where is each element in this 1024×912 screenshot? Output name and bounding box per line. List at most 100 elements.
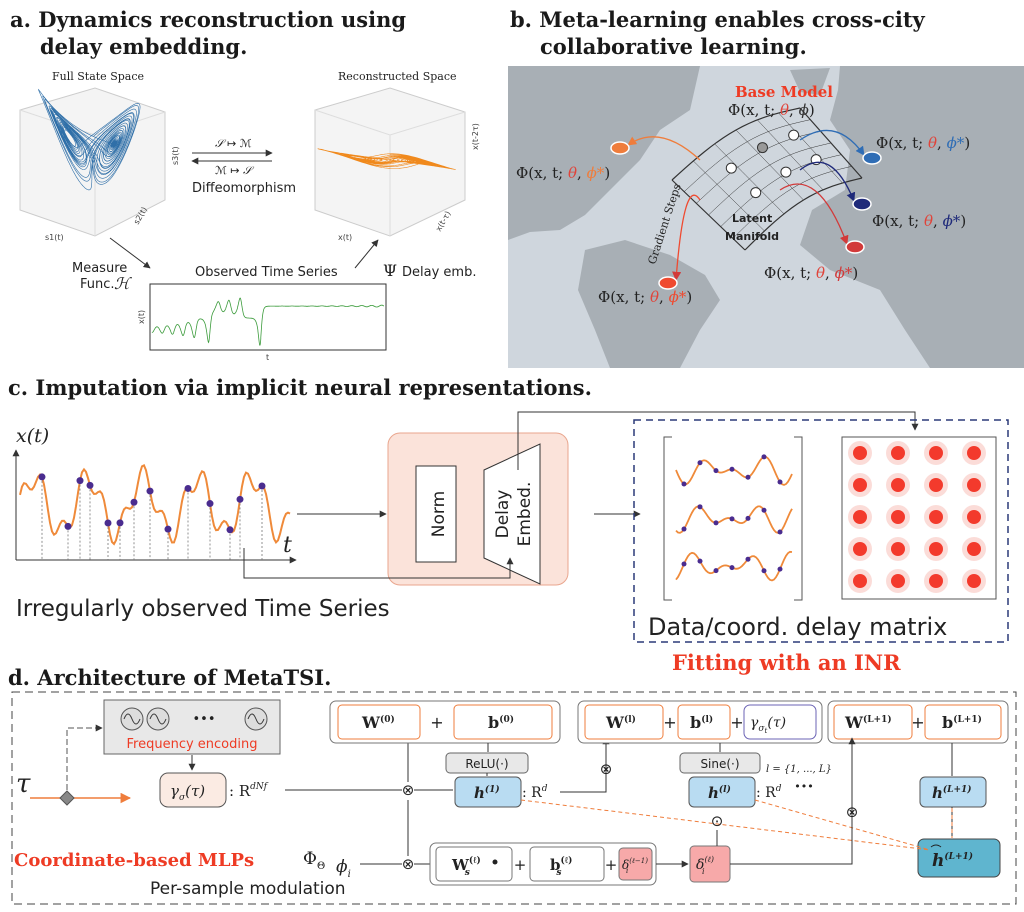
text-part: δ	[696, 857, 704, 873]
weight-box	[435, 846, 513, 882]
formulas: Φ(x, t; θ, ϕ)Φ(x, t; θ, ϕ*)Φ(x, t; θ, ϕ*…	[516, 101, 970, 306]
text-part: σ	[179, 793, 186, 803]
panel-c: c. Imputation via implicit neural repres…	[8, 375, 1009, 675]
hidden-box	[454, 776, 522, 808]
node	[788, 129, 800, 141]
sample	[146, 487, 154, 495]
sample	[681, 526, 687, 532]
caption: Data/coord. delay matrix	[648, 613, 947, 641]
axes-edge	[314, 109, 466, 236]
branch	[59, 790, 75, 806]
text-part: W	[605, 713, 625, 732]
text-part: ,	[659, 288, 669, 306]
text-part: θ	[816, 264, 825, 282]
arrow	[779, 183, 849, 245]
arrow	[354, 239, 379, 269]
text-part: (τ)	[185, 782, 205, 800]
weight: W(L+1)	[844, 713, 892, 732]
text-part: h	[708, 784, 719, 802]
caption: Irregularly observed Time Series	[16, 596, 390, 622]
sample	[116, 519, 124, 527]
matrix-frame	[841, 436, 997, 600]
text-part: : R	[229, 782, 251, 800]
node	[492, 859, 498, 865]
sample	[226, 526, 234, 534]
sample	[729, 565, 735, 571]
axis-label: t	[266, 353, 269, 362]
sample	[164, 525, 172, 533]
grid-line	[744, 177, 863, 251]
bias-box	[529, 846, 605, 882]
formula: Φ(x, t; θ, ϕ*)	[876, 134, 970, 152]
formula: Φ(x, t; θ, ϕ*)	[872, 212, 966, 230]
coord	[891, 574, 905, 588]
text-part: : R	[522, 785, 542, 801]
sine-wave	[247, 713, 265, 725]
sample	[761, 568, 767, 574]
text-part: ϕ*	[835, 264, 853, 282]
formula: : Rd	[756, 784, 782, 801]
panel-a: a. Dynamics reconstruction using delay e…	[10, 7, 480, 362]
text-part: )	[809, 101, 815, 119]
text-part: )	[852, 264, 858, 282]
coord	[967, 574, 981, 588]
bias-box	[453, 704, 553, 740]
text-part: i	[626, 867, 628, 875]
formula: ΦΘ	[303, 849, 325, 872]
panel-title: a. Dynamics reconstruction using	[10, 7, 406, 32]
curve	[675, 455, 793, 486]
formula: γσ(τ)	[170, 782, 205, 803]
sample	[130, 498, 138, 506]
text-part: (0)	[499, 714, 514, 725]
label: Manifold	[725, 230, 779, 243]
sine-wave	[123, 713, 141, 725]
operator: ⊗	[402, 781, 415, 799]
formula: : Rd	[522, 784, 548, 801]
label: Measure	[72, 261, 127, 276]
coord	[929, 478, 943, 492]
label: Diffeomorphism	[192, 181, 296, 196]
coord	[967, 510, 981, 524]
text-part: (ℓ)	[561, 855, 573, 866]
coord	[891, 542, 905, 556]
text-part: b	[942, 713, 953, 732]
coord	[967, 478, 981, 492]
node	[756, 142, 768, 154]
sample	[86, 481, 94, 489]
text-part: ,	[577, 164, 587, 182]
sample	[697, 558, 703, 564]
text-part: ,	[825, 264, 835, 282]
skip-link	[520, 799, 953, 851]
text-part: (l)	[701, 714, 713, 725]
arrow	[560, 737, 610, 793]
sample	[697, 460, 703, 466]
grid-line	[732, 166, 852, 239]
label: Norm	[429, 491, 449, 537]
hidden-box	[919, 776, 987, 808]
label: Full State Space	[52, 70, 144, 83]
formula: Φ(x, t; θ, ϕ*)	[516, 164, 610, 182]
sample	[777, 529, 783, 535]
encoding-box	[743, 704, 817, 740]
text-part: h	[932, 851, 944, 871]
coord	[929, 574, 943, 588]
manifold	[610, 107, 882, 290]
bias-box	[924, 704, 1002, 740]
dots: •••	[192, 712, 215, 727]
axis-label: s1(t)	[45, 233, 64, 242]
activation: ReLU(·)	[465, 757, 508, 771]
shift: δ(ℓ) i	[696, 855, 714, 876]
hidden: h(l)	[708, 784, 731, 802]
sample	[729, 516, 735, 522]
sample	[76, 477, 84, 485]
time-series	[19, 464, 291, 560]
node	[750, 187, 762, 199]
coord	[891, 510, 905, 524]
weight-box	[833, 704, 913, 740]
sample	[681, 561, 687, 567]
text-part: Θ	[317, 861, 325, 872]
input: τ	[16, 769, 31, 799]
city	[852, 197, 872, 211]
series-box	[149, 283, 387, 351]
text-part: (L+1)	[943, 784, 972, 795]
